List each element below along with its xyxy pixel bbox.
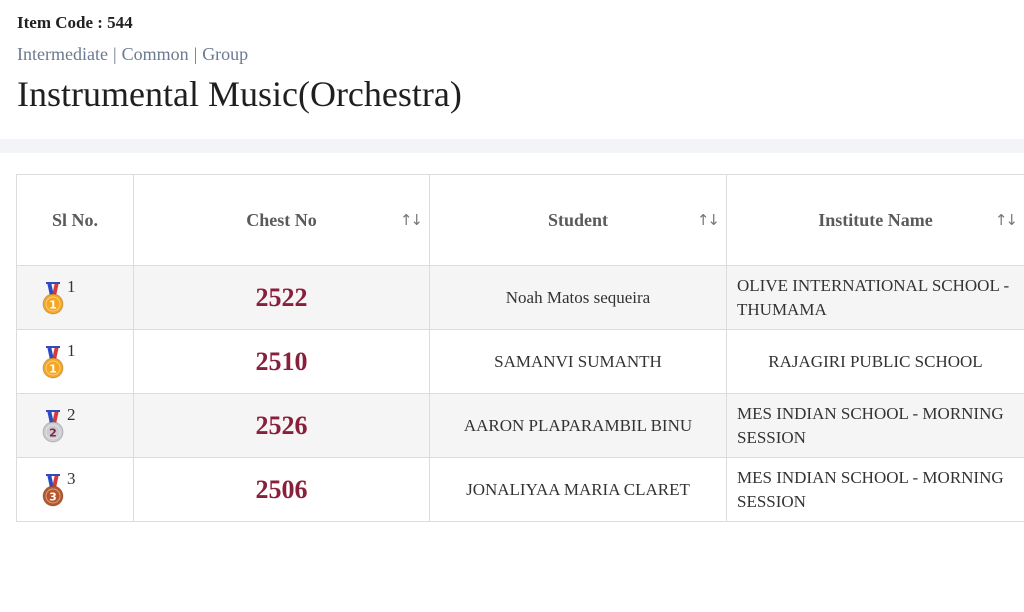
bronze-medal-icon: 3 <box>39 473 67 507</box>
institute-cell: RAJAGIRI PUBLIC SCHOOL <box>726 329 1024 394</box>
breadcrumb: Intermediate | Common | Group <box>17 43 1007 65</box>
student-cell: Noah Matos sequeira <box>429 265 727 330</box>
institute-cell: MES INDIAN SCHOOL - MORNING SESSION <box>726 457 1024 522</box>
svg-text:1: 1 <box>49 362 57 375</box>
chest-no-cell: 2526 <box>133 393 430 458</box>
page-title: Instrumental Music(Orchestra) <box>17 74 462 114</box>
breadcrumb-type[interactable]: Common <box>121 44 189 64</box>
breadcrumb-category[interactable]: Group <box>202 44 249 64</box>
student-cell: JONALIYAA MARIA CLARET <box>429 457 727 522</box>
chest-no-cell: 2522 <box>133 265 430 330</box>
column-header-sl-no: Sl No. <box>16 174 134 266</box>
institute-cell: MES INDIAN SCHOOL - MORNING SESSION <box>726 393 1024 458</box>
column-label: Sl No. <box>51 209 98 230</box>
column-label: Student <box>547 209 609 230</box>
results-table: Sl No. Chest No ↑↓ Student ↑↓ Institute Na… <box>16 174 1024 522</box>
rank-number: 2 <box>67 404 76 424</box>
svg-text:1: 1 <box>49 298 57 311</box>
institute-cell: OLIVE INTERNATIONAL SCHOOL - THUMAMA <box>726 265 1024 330</box>
column-label: Chest No <box>246 209 317 230</box>
breadcrumb-separator: | <box>193 44 198 64</box>
gold-medal-icon: 1 <box>39 345 67 379</box>
gold-medal-icon: 1 <box>39 281 67 315</box>
rank-number: 1 <box>67 340 76 360</box>
table-header-row: Sl No. Chest No ↑↓ Student ↑↓ Institute Na… <box>16 174 1024 266</box>
item-code: Item Code : 544 <box>17 13 133 32</box>
rank-number: 1 <box>67 276 76 296</box>
page-header: Item Code : 544 Intermediate | Common | Grou… <box>17 12 1007 116</box>
svg-text:2: 2 <box>49 426 57 439</box>
column-header-student[interactable]: Student ↑↓ <box>429 174 727 266</box>
section-divider <box>0 139 1024 153</box>
rank-number: 3 <box>67 468 76 488</box>
column-label: Institute Name <box>818 209 933 230</box>
breadcrumb-level[interactable]: Intermediate <box>17 44 108 64</box>
breadcrumb-separator: | <box>112 44 117 64</box>
svg-text:3: 3 <box>49 490 57 503</box>
chest-no-cell: 2506 <box>133 457 430 522</box>
sort-icon[interactable]: ↑↓ <box>994 211 1018 229</box>
sort-icon[interactable]: ↑↓ <box>696 211 720 229</box>
chest-no-cell: 2510 <box>133 329 430 394</box>
sort-icon[interactable]: ↑↓ <box>399 211 423 229</box>
student-cell: SAMANVI SUMANTH <box>429 329 727 394</box>
student-cell: AARON PLAPARAMBIL BINU <box>429 393 727 458</box>
silver-medal-icon: 2 <box>39 409 67 443</box>
column-header-institute-name[interactable]: Institute Name ↑↓ <box>726 174 1024 266</box>
column-header-chest-no[interactable]: Chest No ↑↓ <box>133 174 430 266</box>
